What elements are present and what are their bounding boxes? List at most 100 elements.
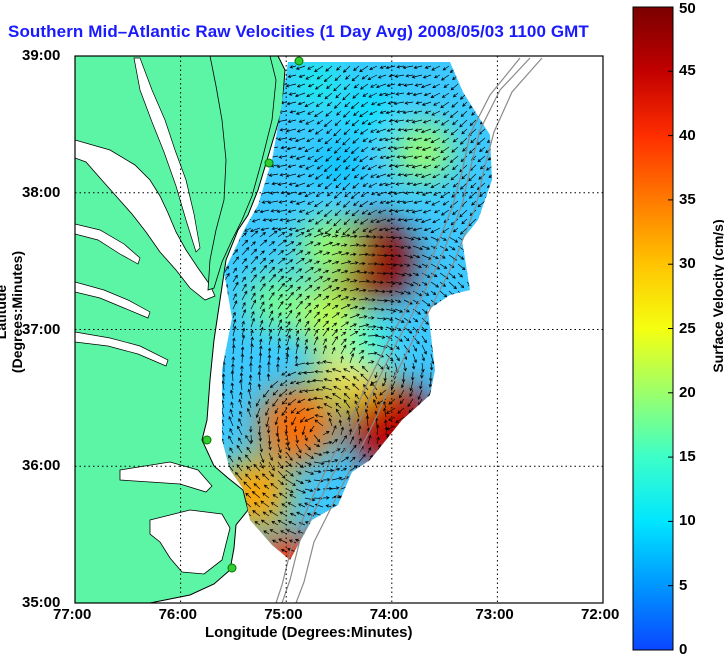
velocity-arrow xyxy=(420,218,432,224)
velocity-arrow xyxy=(340,288,348,292)
velocity-arrow xyxy=(232,249,238,256)
velocity-arrow xyxy=(358,252,369,257)
velocity-arrow xyxy=(293,425,298,433)
velocity-arrow xyxy=(342,504,351,509)
velocity-arrow xyxy=(406,416,414,423)
velocity-arrow xyxy=(376,335,386,339)
velocity-arrow xyxy=(357,514,369,518)
velocity-arrow xyxy=(237,425,243,436)
velocity-arrow xyxy=(268,470,274,478)
velocity-arrow xyxy=(447,371,451,383)
velocity-arrow xyxy=(481,398,486,408)
velocity-arrow xyxy=(464,380,469,390)
velocity-arrow xyxy=(304,284,313,292)
velocity-arrow xyxy=(384,137,396,142)
velocity-arrow xyxy=(342,137,351,146)
velocity-arrow xyxy=(448,299,456,308)
velocity-arrow xyxy=(473,380,478,388)
velocity-arrow xyxy=(351,164,360,172)
velocity-arrow xyxy=(270,483,279,490)
velocity-arrow xyxy=(245,454,252,463)
velocity-arrow xyxy=(430,281,439,288)
velocity-arrow xyxy=(484,344,488,352)
velocity-arrow xyxy=(232,300,238,310)
velocity-arrow xyxy=(343,173,351,180)
velocity-arrow xyxy=(277,182,288,186)
velocity-arrow xyxy=(340,426,344,436)
velocity-arrow xyxy=(268,443,272,451)
velocity-arrow xyxy=(367,209,378,215)
velocity-arrow xyxy=(304,389,315,393)
velocity-arrow xyxy=(403,281,414,287)
velocity-arrow xyxy=(315,83,324,90)
velocity-arrow xyxy=(450,488,459,495)
velocity-arrow xyxy=(384,419,388,427)
velocity-arrow xyxy=(361,541,369,545)
velocity-arrow xyxy=(286,470,294,477)
velocity-arrow xyxy=(469,479,477,487)
velocity-arrow xyxy=(277,452,282,459)
velocity-arrow xyxy=(265,416,270,428)
velocity-arrow xyxy=(343,218,351,225)
velocity-arrow xyxy=(362,227,369,232)
velocity-arrow xyxy=(466,263,473,270)
velocity-arrow xyxy=(412,344,417,352)
velocity-arrow xyxy=(484,326,489,335)
velocity-arrow xyxy=(397,127,405,132)
velocity-arrow xyxy=(460,110,468,117)
velocity-arrow xyxy=(479,164,486,170)
velocity-arrow xyxy=(268,284,274,292)
velocity-arrow xyxy=(265,398,270,405)
velocity-arrow xyxy=(239,372,244,382)
velocity-arrow xyxy=(230,382,235,391)
velocity-arrow xyxy=(358,261,366,266)
y-tick-label: 37:00 xyxy=(22,320,61,338)
velocity-arrow xyxy=(424,110,432,114)
velocity-arrow xyxy=(376,262,385,267)
velocity-arrow xyxy=(442,515,450,520)
velocity-arrow xyxy=(304,295,310,301)
velocity-arrow xyxy=(323,74,333,82)
velocity-arrow xyxy=(430,263,441,270)
velocity-arrow xyxy=(304,309,312,319)
velocity-arrow xyxy=(232,325,237,337)
velocity-arrow xyxy=(234,556,243,560)
velocity-arrow xyxy=(250,292,256,301)
velocity-arrow xyxy=(313,304,319,310)
velocity-arrow xyxy=(277,231,286,238)
velocity-arrow xyxy=(373,392,378,400)
velocity-arrow xyxy=(298,209,306,213)
velocity-arrow xyxy=(253,502,261,508)
velocity-arrow xyxy=(295,452,302,459)
velocity-arrow xyxy=(268,461,275,472)
velocity-arrow xyxy=(403,488,414,493)
velocity-arrow xyxy=(397,488,405,492)
velocity-arrow xyxy=(240,365,244,373)
velocity-arrow xyxy=(296,83,306,88)
velocity-arrow xyxy=(249,425,253,433)
velocity-arrow xyxy=(434,407,441,418)
velocity-arrow xyxy=(394,74,405,78)
velocity-arrow xyxy=(331,467,341,472)
velocity-arrow xyxy=(466,317,472,327)
velocity-arrow xyxy=(358,270,368,275)
velocity-arrow xyxy=(348,549,360,554)
velocity-arrow xyxy=(269,529,279,535)
velocity-arrow xyxy=(378,227,387,232)
velocity-arrow xyxy=(459,182,468,190)
velocity-arrow xyxy=(305,164,315,170)
velocity-arrow xyxy=(475,281,483,290)
velocity-arrow xyxy=(314,369,324,374)
velocity-arrow xyxy=(325,369,333,373)
velocity-arrow xyxy=(306,558,315,560)
velocity-arrow xyxy=(268,303,273,310)
velocity-arrow xyxy=(251,537,261,544)
velocity-arrow xyxy=(268,292,275,301)
velocity-arrow xyxy=(251,218,261,223)
velocity-arrow xyxy=(306,512,315,517)
velocity-arrow xyxy=(295,293,303,301)
velocity-arrow xyxy=(435,434,441,440)
velocity-arrow xyxy=(386,218,396,223)
velocity-arrow xyxy=(323,209,333,217)
velocity-arrow xyxy=(430,92,441,98)
